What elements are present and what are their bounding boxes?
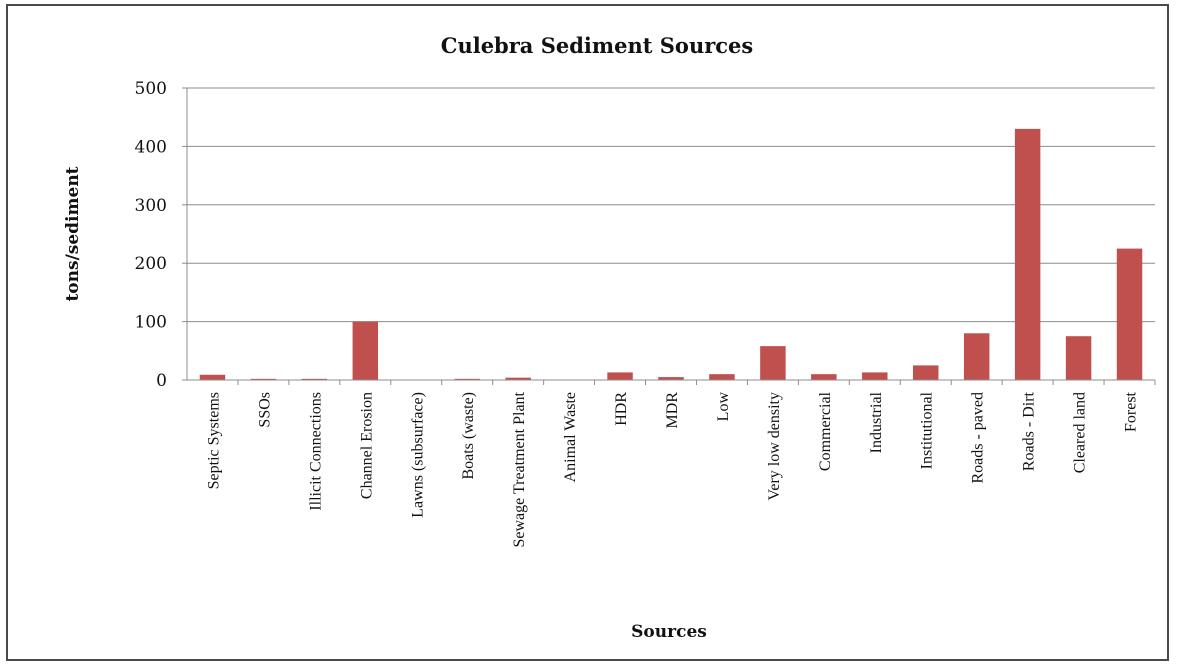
x-tick-label: Roads - Dirt bbox=[1021, 391, 1038, 471]
x-axis-title: Sources bbox=[631, 622, 707, 642]
bar bbox=[811, 374, 837, 380]
x-tick-label: Low bbox=[715, 392, 732, 422]
x-tick-label: Roads - paved bbox=[970, 392, 987, 484]
bar bbox=[913, 365, 939, 380]
bar bbox=[505, 377, 531, 380]
x-tick-label: MDR bbox=[664, 392, 681, 429]
x-tick-label: Forest bbox=[1123, 391, 1140, 432]
x-tick-label: Institutional bbox=[919, 391, 936, 469]
x-tick-label: Industrial bbox=[868, 391, 885, 453]
x-tick-label: HDR bbox=[613, 392, 630, 426]
bar bbox=[301, 378, 328, 380]
chart-title: Culebra Sediment Sources bbox=[441, 33, 754, 58]
y-tick-label: 400 bbox=[135, 137, 167, 157]
x-tick-label: SSOs bbox=[256, 392, 273, 428]
bar bbox=[607, 372, 633, 380]
y-axis-ticks: 0 100 200 300 400 500 bbox=[135, 79, 187, 391]
bar bbox=[1065, 336, 1092, 380]
x-tick-label: Lawns (subsurface) bbox=[409, 392, 426, 518]
y-tick-label: 0 bbox=[156, 371, 167, 391]
y-tick-label: 100 bbox=[135, 313, 167, 333]
x-tick-label: Commercial bbox=[817, 391, 834, 471]
x-tick-label: Channel Erosion bbox=[358, 392, 375, 499]
y-tick-label: 300 bbox=[135, 196, 167, 216]
x-tick-label: Septic Systems bbox=[205, 392, 222, 489]
bar bbox=[454, 378, 480, 380]
x-tick-label: Sewage Treatment Plant bbox=[511, 391, 528, 547]
y-axis-title: tons/sediment bbox=[63, 166, 83, 301]
x-tick-label: Very low density bbox=[766, 392, 783, 500]
bars bbox=[199, 128, 1143, 380]
y-tick-label: 200 bbox=[135, 254, 167, 274]
bar bbox=[1014, 128, 1041, 380]
bar bbox=[199, 374, 226, 380]
bar bbox=[862, 372, 888, 380]
bar bbox=[658, 377, 684, 380]
bar bbox=[963, 333, 990, 380]
x-tick-label: Animal Waste bbox=[562, 392, 579, 482]
grid-lines bbox=[187, 87, 1155, 323]
x-tick-label: Boats (waste) bbox=[460, 392, 477, 480]
x-tick-label: Cleared land bbox=[1072, 392, 1089, 473]
bar bbox=[709, 374, 735, 380]
x-axis-ticks: Septic Systems SSOs Illicit Connections Cha… bbox=[205, 380, 1156, 548]
bar bbox=[250, 378, 277, 380]
bar bbox=[352, 321, 379, 380]
chart-frame bbox=[6, 4, 1169, 661]
x-tick-label: Illicit Connections bbox=[307, 392, 324, 511]
bar bbox=[760, 346, 786, 380]
y-tick-label: 500 bbox=[135, 79, 167, 99]
bar bbox=[1116, 248, 1143, 380]
